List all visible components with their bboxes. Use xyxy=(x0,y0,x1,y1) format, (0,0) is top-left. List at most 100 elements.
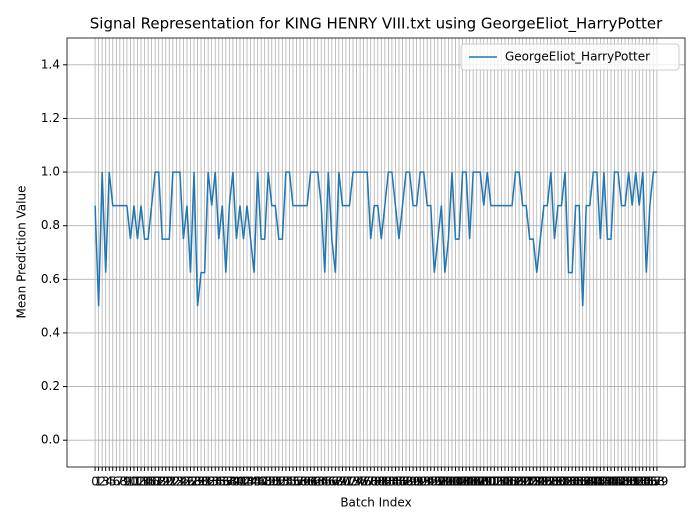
x-tick-label: 124 xyxy=(522,475,545,489)
x-tick-label: 57 xyxy=(289,475,304,489)
x-tick-label: 69 xyxy=(331,475,346,489)
x-tick-label: 155 xyxy=(631,475,654,489)
x-tick-label: 145 xyxy=(596,475,619,489)
x-tick-label: 52 xyxy=(271,475,286,489)
x-tick-label: 94 xyxy=(420,475,435,489)
x-tick-label: 104 xyxy=(451,475,474,489)
x-tick-label: 140 xyxy=(578,475,601,489)
x-tick-label: 77 xyxy=(360,475,375,489)
x-tick-label: 78 xyxy=(363,475,378,489)
x-tick-label: 35 xyxy=(211,475,226,489)
x-tick-label: 47 xyxy=(254,475,269,489)
x-tick-label: 135 xyxy=(561,475,584,489)
x-tick-label: 102 xyxy=(444,475,467,489)
x-tick-label: 119 xyxy=(504,475,527,489)
x-tick-label: 22 xyxy=(165,475,180,489)
x-tick-label: 110 xyxy=(472,475,495,489)
x-tick-label: 23 xyxy=(169,475,184,489)
x-tick-label: 133 xyxy=(554,475,577,489)
y-tick-label: 1.0 xyxy=(41,165,60,179)
x-tick-label: 25 xyxy=(176,475,191,489)
x-tick-label: 96 xyxy=(427,475,442,489)
x-tick-label: 144 xyxy=(592,475,615,489)
x-tick-label: 81 xyxy=(374,475,389,489)
x-tick-label: 6 xyxy=(112,475,120,489)
x-tick-label: 17 xyxy=(148,475,163,489)
y-tick-label: 1.2 xyxy=(41,111,60,125)
line-series xyxy=(94,171,657,307)
x-tick-label: 29 xyxy=(190,475,205,489)
x-tick-label: 128 xyxy=(536,475,559,489)
x-tick-label: 148 xyxy=(607,475,630,489)
y-tick-label: 0.6 xyxy=(41,272,60,286)
x-tick-label: 137 xyxy=(568,475,591,489)
x-tick-label: 7 xyxy=(116,475,124,489)
y-tick-label: 0.0 xyxy=(41,433,60,447)
x-tick-label: 158 xyxy=(642,475,665,489)
x-tick-label: 61 xyxy=(303,475,318,489)
y-tick-label: 0.4 xyxy=(41,325,60,339)
x-tick-label: 32 xyxy=(201,475,216,489)
x-tick-label: 19 xyxy=(155,475,170,489)
x-tick-label: 71 xyxy=(338,475,353,489)
y-tick-label: 0.2 xyxy=(41,379,60,393)
x-tick-label: 105 xyxy=(455,475,478,489)
x-tick-label: 129 xyxy=(539,475,562,489)
x-tick-label: 83 xyxy=(381,475,396,489)
x-tick-label: 58 xyxy=(292,475,307,489)
plot-frame xyxy=(66,37,686,468)
x-tick-label: 142 xyxy=(585,475,608,489)
x-tick-label: 76 xyxy=(356,475,371,489)
x-tick-label: 46 xyxy=(250,475,265,489)
x-tick-label: 5 xyxy=(109,475,117,489)
x-tick-label: 159 xyxy=(645,475,668,489)
x-tick-label: 98 xyxy=(434,475,449,489)
x-tick-label: 150 xyxy=(614,475,637,489)
x-tick-label: 44 xyxy=(243,475,258,489)
x-tick-label: 31 xyxy=(197,475,212,489)
x-tick-label: 50 xyxy=(264,475,279,489)
x-tick-label: 2 xyxy=(98,475,106,489)
x-tick-label: 51 xyxy=(268,475,283,489)
x-tick-label: 27 xyxy=(183,475,198,489)
x-tick-label: 85 xyxy=(388,475,403,489)
x-tick-label: 123 xyxy=(518,475,541,489)
x-tick-label: 115 xyxy=(490,475,513,489)
x-tick-label: 126 xyxy=(529,475,552,489)
x-tick-label: 101 xyxy=(441,475,464,489)
x-tick-label: 43 xyxy=(239,475,254,489)
x-tick-label: 151 xyxy=(617,475,640,489)
x-tick-label: 20 xyxy=(158,475,173,489)
x-tick-label: 28 xyxy=(186,475,201,489)
x-tick-label: 21 xyxy=(162,475,177,489)
x-tick-label: 3 xyxy=(102,475,110,489)
x-tick-label: 26 xyxy=(179,475,194,489)
x-tick-label: 30 xyxy=(193,475,208,489)
x-tick-label: 147 xyxy=(603,475,626,489)
x-tick-label: 80 xyxy=(370,475,385,489)
x-tick-label: 152 xyxy=(621,475,644,489)
chart-title: Signal Representation for KING HENRY VII… xyxy=(90,15,663,34)
x-tick-label: 36 xyxy=(215,475,230,489)
x-tick-label: 65 xyxy=(317,475,332,489)
x-tick-label: 55 xyxy=(282,475,297,489)
x-tick-label: 13 xyxy=(133,475,148,489)
x-tick-label: 53 xyxy=(275,475,290,489)
x-tick-label: 113 xyxy=(483,475,506,489)
x-tick-label: 93 xyxy=(416,475,431,489)
x-tick-label: 97 xyxy=(430,475,445,489)
x-tick-label: 131 xyxy=(547,475,570,489)
x-tick-label: 64 xyxy=(314,475,329,489)
x-tick-label: 132 xyxy=(550,475,573,489)
x-tick-label: 62 xyxy=(307,475,322,489)
x-tick-label: 11 xyxy=(126,475,141,489)
x-tick-label: 8 xyxy=(120,475,128,489)
x-tick-label: 149 xyxy=(610,475,633,489)
x-tick-label: 89 xyxy=(402,475,417,489)
x-tick-label: 39 xyxy=(225,475,240,489)
x-tick-label: 45 xyxy=(246,475,261,489)
x-tick-label: 111 xyxy=(476,475,499,489)
x-tick-label: 157 xyxy=(638,475,661,489)
x-tick-label: 107 xyxy=(462,475,485,489)
x-tick-label: 75 xyxy=(352,475,367,489)
